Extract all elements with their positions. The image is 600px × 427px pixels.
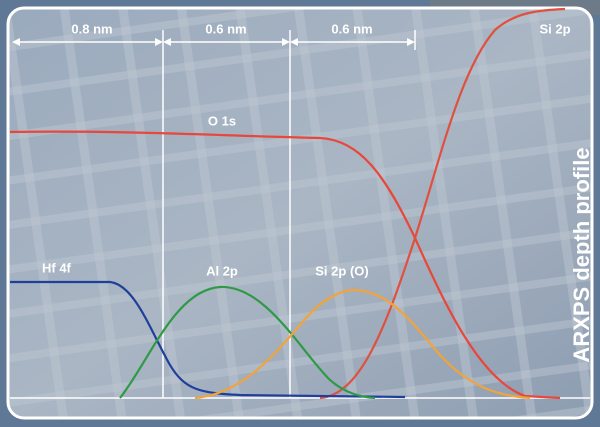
side-title: ARXPS depth profile: [569, 147, 594, 362]
curve-label: Si 2p (O): [315, 263, 368, 278]
dimension-label: 0.8 nm: [71, 21, 112, 36]
curve-label: Al 2p: [206, 263, 238, 278]
texture: [8, 8, 592, 418]
hf4f-curve: [10, 280, 406, 399]
panel-border: [6, 6, 594, 420]
curve-label: Si 2p: [539, 21, 570, 36]
si2p-curve: [319, 7, 566, 400]
al2p-curve: [119, 285, 376, 400]
o1s-curve: [9, 130, 561, 400]
dimension-label: 0.6 nm: [205, 21, 246, 36]
si2p-o-curve: [194, 288, 531, 400]
guides: [10, 30, 590, 399]
dimension-label: 0.6 nm: [331, 21, 372, 36]
curve-label: O 1s: [208, 113, 236, 128]
curve-label: Hf 4f: [42, 260, 72, 275]
